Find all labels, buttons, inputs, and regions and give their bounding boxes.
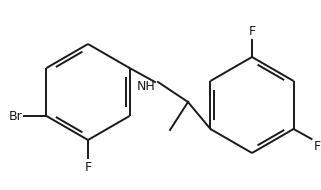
Text: F: F (248, 25, 256, 38)
Text: NH: NH (136, 80, 155, 93)
Text: Br: Br (9, 109, 22, 123)
Text: F: F (314, 140, 321, 153)
Text: F: F (84, 161, 91, 174)
